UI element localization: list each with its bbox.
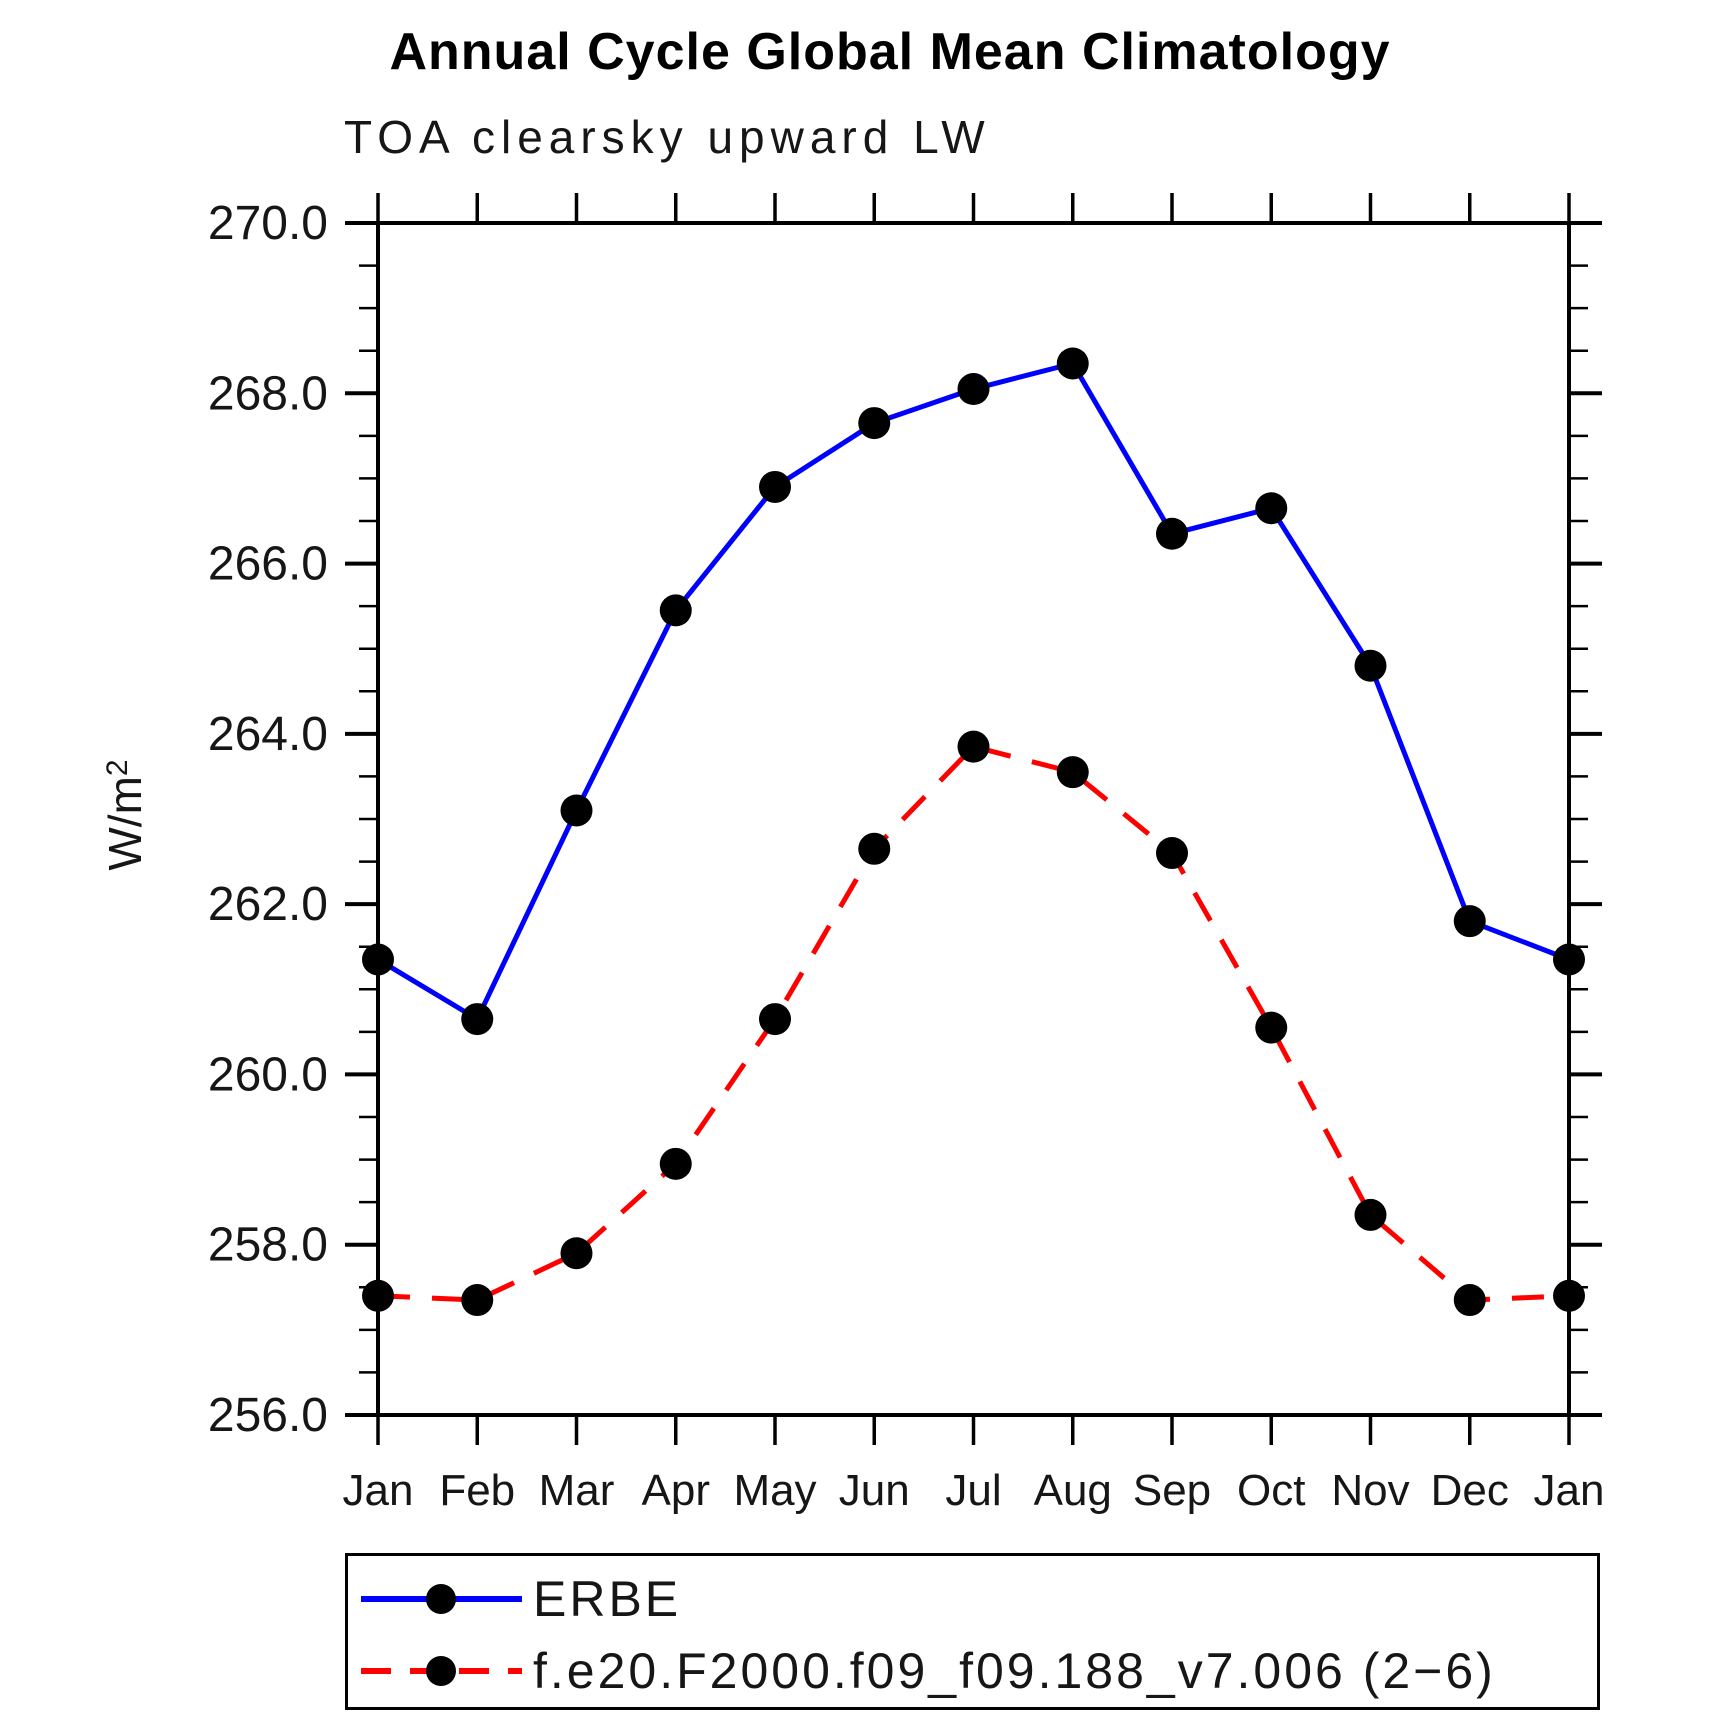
data-point-marker: [1255, 492, 1288, 525]
legend-sample-dashed-line: [361, 1656, 522, 1686]
data-point-marker: [1453, 1284, 1486, 1317]
x-tick-label-Mar: Mar: [539, 1466, 615, 1515]
x-tick-label-Apr: Apr: [642, 1466, 710, 1515]
x-tick-label-Nov: Nov: [1331, 1466, 1409, 1515]
data-point-marker: [362, 943, 394, 976]
x-tick-label-Dec: Dec: [1431, 1466, 1509, 1515]
y-tick-label-258.0: 258.0: [208, 1219, 328, 1272]
x-tick-label-May: May: [733, 1466, 816, 1515]
data-point-marker: [957, 373, 990, 406]
data-point-marker: [957, 730, 990, 763]
data-point-marker: [1553, 1279, 1585, 1312]
data-point-marker: [1453, 905, 1486, 938]
y-tick-label-270.0: 270.0: [208, 197, 328, 250]
x-tick-label-Jul: Jul: [945, 1466, 1001, 1515]
data-point-marker: [560, 1237, 593, 1270]
x-tick-label-Jan: Jan: [343, 1466, 414, 1515]
legend-sample-solid-line: [361, 1584, 522, 1614]
data-point-marker: [461, 1003, 494, 1036]
x-tick-label-Aug: Aug: [1034, 1466, 1112, 1515]
data-point-marker: [1156, 517, 1188, 550]
data-point-marker: [1056, 347, 1089, 380]
x-tick-label-Sep: Sep: [1133, 1466, 1211, 1515]
y-tick-label-268.0: 268.0: [208, 367, 328, 420]
legend-box: ERBE f.e20.F2000.f09_f09.188_v7.006 (2−6…: [345, 1553, 1600, 1710]
data-point-marker: [759, 470, 791, 503]
data-point-marker: [1354, 649, 1387, 682]
chart-title: Annual Cycle Global Mean Climatology: [389, 23, 1391, 81]
data-point-marker: [659, 1147, 692, 1180]
x-tick-label-Jun: Jun: [839, 1466, 910, 1515]
data-point-marker: [659, 594, 692, 627]
y-tick-label-260.0: 260.0: [208, 1048, 328, 1101]
data-point-marker: [1255, 1011, 1288, 1044]
data-point-marker: [461, 1284, 494, 1317]
data-point-marker: [759, 1003, 791, 1036]
data-point-marker: [1553, 943, 1585, 976]
y-tick-label-256.0: 256.0: [208, 1389, 328, 1442]
x-tick-label-Oct: Oct: [1237, 1466, 1305, 1515]
legend-item-model: f.e20.F2000.f09_f09.188_v7.006 (2−6): [359, 1643, 1496, 1699]
data-point-marker: [362, 1279, 394, 1312]
data-point-marker: [858, 832, 891, 865]
legend-label-model: f.e20.F2000.f09_f09.188_v7.006 (2−6): [533, 1643, 1496, 1699]
legend-item-erbe: ERBE: [359, 1571, 681, 1627]
series-line-f-e20-f2000-f09-f09-188-v7-006-2-6-: [377, 744, 1570, 1303]
data-point-marker: [1156, 837, 1188, 870]
x-tick-label-Feb: Feb: [439, 1466, 515, 1515]
data-point-marker: [1056, 756, 1089, 789]
data-point-marker: [560, 794, 593, 827]
legend-label-erbe: ERBE: [533, 1571, 682, 1627]
data-point-marker: [858, 407, 891, 440]
y-tick-label-262.0: 262.0: [208, 878, 328, 931]
y-tick-label-266.0: 266.0: [208, 538, 328, 591]
y-tick-label-264.0: 264.0: [208, 708, 328, 761]
chart-subtitle: TOA clearsky upward LW: [344, 111, 991, 163]
data-point-marker: [1354, 1198, 1387, 1231]
series-line-erbe: [376, 360, 1570, 1022]
x-tick-label-Jan: Jan: [1534, 1466, 1605, 1515]
